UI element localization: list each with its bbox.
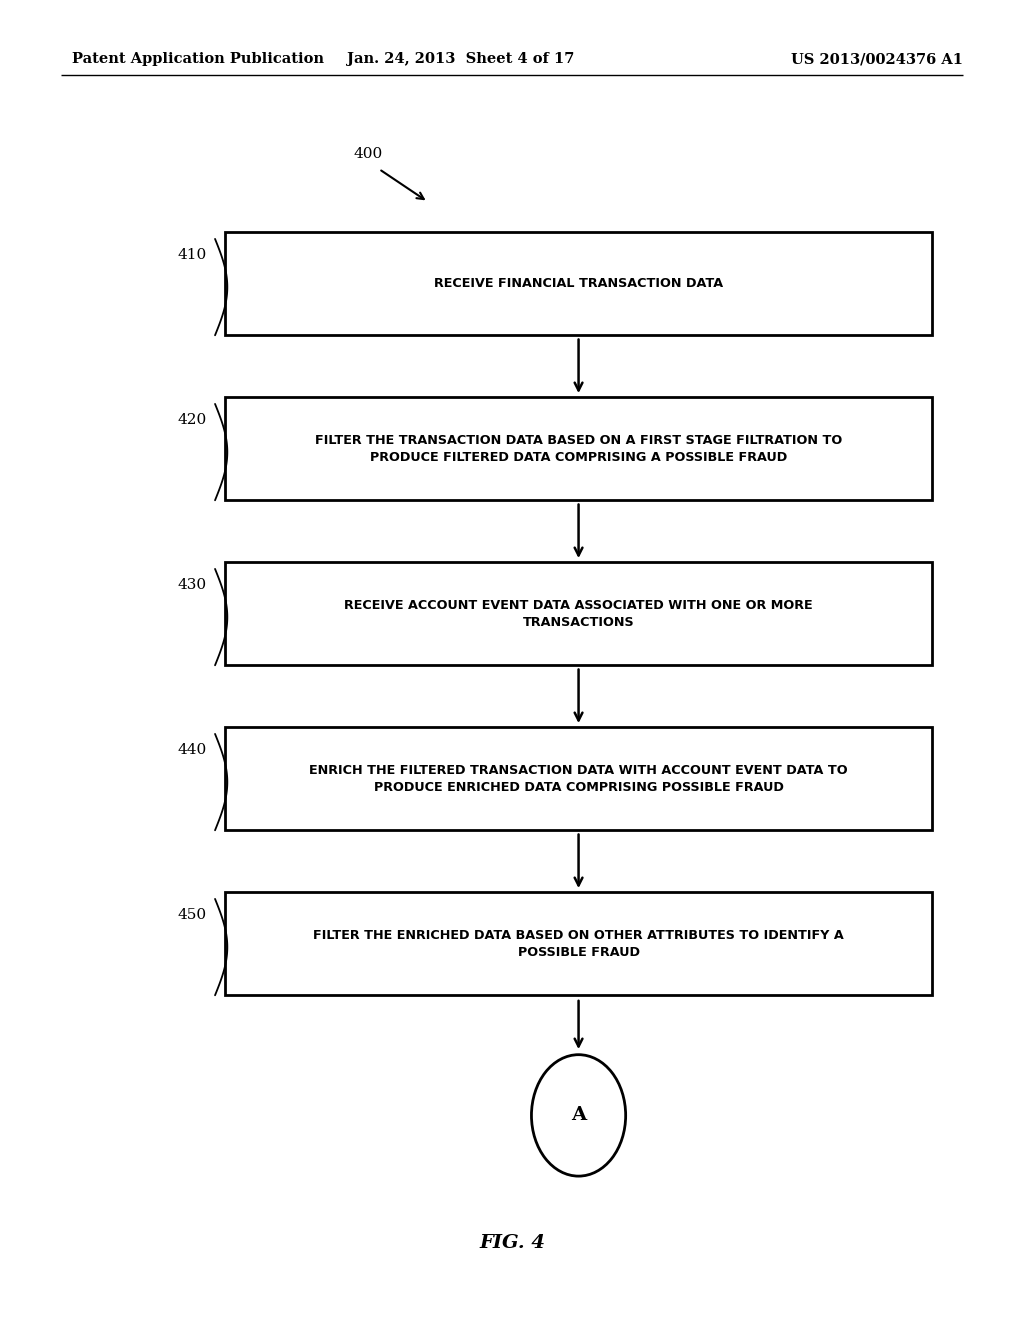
- FancyBboxPatch shape: [225, 397, 932, 500]
- Text: FILTER THE ENRICHED DATA BASED ON OTHER ATTRIBUTES TO IDENTIFY A
POSSIBLE FRAUD: FILTER THE ENRICHED DATA BASED ON OTHER …: [313, 929, 844, 958]
- FancyBboxPatch shape: [225, 892, 932, 995]
- Text: RECEIVE ACCOUNT EVENT DATA ASSOCIATED WITH ONE OR MORE
TRANSACTIONS: RECEIVE ACCOUNT EVENT DATA ASSOCIATED WI…: [344, 599, 813, 628]
- Text: A: A: [571, 1106, 586, 1125]
- Text: RECEIVE FINANCIAL TRANSACTION DATA: RECEIVE FINANCIAL TRANSACTION DATA: [434, 277, 723, 290]
- FancyBboxPatch shape: [225, 562, 932, 665]
- FancyBboxPatch shape: [225, 727, 932, 830]
- Text: 450: 450: [178, 908, 207, 921]
- Text: US 2013/0024376 A1: US 2013/0024376 A1: [791, 53, 963, 66]
- Circle shape: [531, 1055, 626, 1176]
- Text: 430: 430: [178, 578, 207, 591]
- Text: 440: 440: [177, 743, 207, 756]
- Text: FIG. 4: FIG. 4: [479, 1234, 545, 1253]
- Text: 410: 410: [177, 248, 207, 261]
- Text: 420: 420: [177, 413, 207, 426]
- FancyBboxPatch shape: [225, 232, 932, 335]
- Text: FILTER THE TRANSACTION DATA BASED ON A FIRST STAGE FILTRATION TO
PRODUCE FILTERE: FILTER THE TRANSACTION DATA BASED ON A F…: [315, 434, 842, 463]
- Text: Patent Application Publication: Patent Application Publication: [72, 53, 324, 66]
- Text: 400: 400: [353, 148, 383, 161]
- Text: ENRICH THE FILTERED TRANSACTION DATA WITH ACCOUNT EVENT DATA TO
PRODUCE ENRICHED: ENRICH THE FILTERED TRANSACTION DATA WIT…: [309, 764, 848, 793]
- Text: Jan. 24, 2013  Sheet 4 of 17: Jan. 24, 2013 Sheet 4 of 17: [347, 53, 574, 66]
